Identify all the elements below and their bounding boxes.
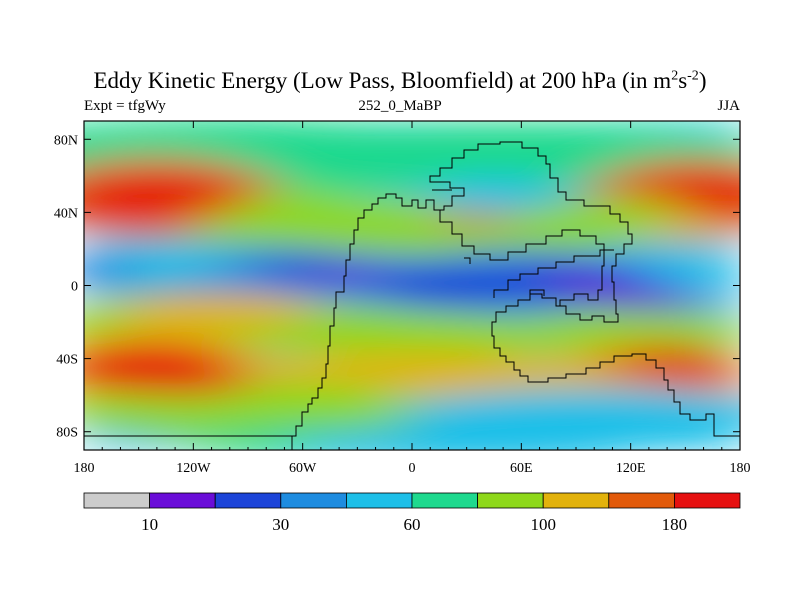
colorbar-box: [345, 492, 413, 509]
field-region: [284, 428, 649, 450]
colorbar-label: 10: [141, 515, 158, 534]
field-region: [84, 256, 121, 286]
colorbar-label: 60: [404, 515, 421, 534]
title-unit-s: s: [678, 68, 688, 93]
field-region: [84, 175, 248, 220]
y-tick-label: 40N: [54, 206, 78, 221]
field-region: [658, 175, 740, 213]
colorbar-box: [214, 492, 282, 509]
title-close: ): [698, 68, 707, 93]
continent-coastline: [84, 141, 740, 450]
field-region: [111, 292, 330, 330]
subtitle-experiment: Expt = tfgWy: [84, 98, 166, 114]
y-tick-label: 0: [71, 280, 78, 295]
field-region: [311, 263, 385, 286]
colorbar-label: 180: [662, 515, 688, 534]
y-tick-label: 80N: [54, 133, 78, 148]
colorbar-box: [608, 492, 675, 509]
colorbar-box: [411, 492, 478, 509]
field-region: [667, 358, 740, 388]
chart-title: Eddy Kinetic Energy (Low Pass, Bloomfiel…: [0, 68, 800, 94]
colorbar-box: [542, 492, 610, 509]
field-region: [84, 238, 230, 282]
colorbar-box: [280, 492, 347, 509]
subtitle-run: 252_0_MaBP: [358, 98, 442, 114]
colorbar-label: 100: [530, 515, 556, 534]
field-region: [548, 270, 622, 293]
title-unit-m-exponent: 2: [671, 68, 679, 84]
field-region: [138, 365, 248, 396]
x-tick-label: 180: [730, 461, 751, 476]
contour-field: [84, 121, 740, 450]
colorbar-box: [83, 492, 150, 509]
continent-outline: [84, 141, 740, 450]
colorbar: 10 30 60 100 180: [83, 492, 741, 534]
field-region: [393, 387, 740, 439]
colorbar-box: [149, 492, 216, 509]
title-text: Eddy Kinetic Energy (Low Pass, Bloomfiel…: [93, 68, 672, 93]
x-tick-label: 60W: [289, 461, 317, 476]
axis-ticks: 180 120W 60W 0 60E 120E 180 80N 40N 0 40S 80S: [54, 121, 751, 476]
title-unit-s-exponent: -2: [687, 68, 699, 84]
field-layer: [84, 121, 740, 450]
field-region: [421, 175, 567, 213]
x-tick-label: 120W: [176, 461, 211, 476]
x-tick-label: 120E: [616, 461, 646, 476]
colorbar-box: [674, 492, 741, 509]
colorbar-label: 30: [272, 515, 289, 534]
field-region: [302, 194, 631, 268]
y-tick-label: 80S: [56, 426, 78, 441]
field-region: [302, 303, 412, 333]
x-tick-label: 180: [74, 461, 95, 476]
field-region: [585, 289, 713, 312]
x-tick-label: 60E: [510, 461, 533, 476]
field-region: [84, 380, 449, 439]
field-region: [639, 219, 731, 242]
colorbar-box: [477, 492, 544, 509]
subtitle-season: JJA: [717, 98, 740, 114]
x-tick-label: 0: [409, 461, 416, 476]
y-tick-label: 40S: [56, 353, 78, 368]
